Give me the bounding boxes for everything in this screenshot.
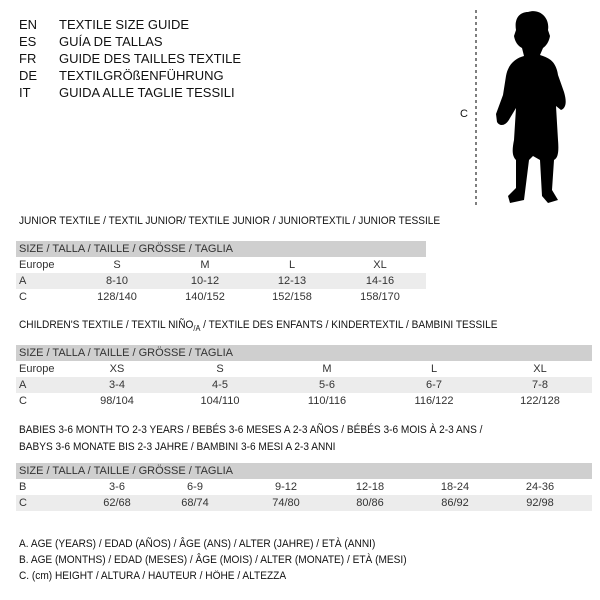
table-cell: 6-9 [187,481,203,493]
measure-label-c: C [460,108,468,120]
table-cell: M [200,259,210,271]
table-row: A 8-10 10-12 12-13 14-16 [16,273,426,289]
table-cell: L [288,259,296,271]
row-label: A [19,379,27,391]
babies-size-table: SIZE / TALLA / TAILLE / GRÖSSE / TAGLIA B… [16,463,592,511]
guide-title: GUIDE DES TAILLES TEXTILE [59,51,242,66]
table-header: SIZE / TALLA / TAILLE / GRÖSSE / TAGLIA [16,241,426,257]
guide-title: GUIDA ALLE TAGLIE TESSILI [59,85,235,100]
row-label: Europe [19,363,55,375]
table-cell: 152/158 [272,291,312,303]
table-row: C 98/104 104/110 110/116 116/122 122/128 [16,393,592,409]
table-cell: 12-13 [277,275,307,287]
junior-size-table: SIZE / TALLA / TAILLE / GRÖSSE / TAGLIA E… [16,241,426,305]
children-size-table: SIZE / TALLA / TAILLE / GRÖSSE / TAGLIA E… [16,345,592,409]
table-cell: 3-6 [109,481,125,493]
row-label: C [19,395,27,407]
table-cell: 8-10 [105,275,129,287]
table-cell: 140/152 [185,291,225,303]
lang-code: EN [19,17,38,32]
guide-title: GUÍA DE TALLAS [59,34,163,49]
table-cell: 122/128 [520,395,560,407]
children-heading: CHILDREN'S TEXTILE / TEXTIL NIÑO/A / TEX… [19,319,497,333]
legend-c: C. (cm) HEIGHT / ALTURA / HAUTEUR / HÖHE… [19,570,287,582]
table-cell: S [216,363,224,375]
table-row: B 3-6 6-9 9-12 12-18 18-24 24-36 [16,479,592,495]
table-row: C 62/68 68/74 74/80 80/86 86/92 92/98 [16,495,592,511]
table-cell: 7-8 [532,379,548,391]
children-heading-text: CHILDREN'S TEXTILE / TEXTIL NIÑO [19,319,194,331]
table-cell: 128/140 [97,291,137,303]
legend-a: A. AGE (YEARS) / EDAD (AÑOS) / ÂGE (ANS)… [19,538,376,550]
table-row: Europe S M L XL [16,257,426,273]
table-cell: XL [533,363,547,375]
table-row: C 128/140 140/152 152/158 158/170 [16,289,426,305]
table-cell: 158/170 [360,291,400,303]
table-header: SIZE / TALLA / TAILLE / GRÖSSE / TAGLIA [16,463,592,479]
table-cell: 5-6 [319,379,335,391]
table-cell: 98/104 [100,395,134,407]
lang-code: FR [19,51,37,66]
guide-title: TEXTILE SIZE GUIDE [59,17,190,32]
children-heading-rest: / TEXTILE DES ENFANTS / KINDERTEXTIL / B… [200,319,498,331]
table-cell: 24-36 [525,481,555,493]
babies-heading-1: BABIES 3-6 MONTH TO 2-3 YEARS / BEBÉS 3-… [19,424,483,436]
table-cell: 104/110 [200,395,240,407]
size-header-label: SIZE / TALLA / TAILLE / GRÖSSE / TAGLIA [19,347,233,359]
table-cell: 92/98 [526,497,554,509]
table-header: SIZE / TALLA / TAILLE / GRÖSSE / TAGLIA [16,345,592,361]
babies-heading-2: BABYS 3-6 MONATE BIS 2-3 JAHRE / BAMBINI… [19,441,336,453]
table-cell: M [322,363,332,375]
table-row: A 3-4 4-5 5-6 6-7 7-8 [16,377,592,393]
row-label: C [19,497,27,509]
table-cell: S [113,259,121,271]
row-label: Europe [19,259,55,271]
table-row: Europe XS S M L XL [16,361,592,377]
table-cell: XL [373,259,387,271]
row-label: C [19,291,27,303]
guide-title: TEXTILGRÖßENFÜHRUNG [59,68,224,83]
table-cell: 3-4 [109,379,125,391]
legend-b: B. AGE (MONTHS) / EDAD (MESES) / ÂGE (MO… [19,554,407,566]
table-cell: 6-7 [426,379,442,391]
table-cell: 62/68 [103,497,131,509]
table-cell: XS [109,363,125,375]
table-cell: 80/86 [356,497,384,509]
lang-code: IT [19,85,31,100]
row-label: B [19,481,27,493]
table-cell: 12-18 [355,481,385,493]
table-cell: 110/116 [307,395,347,407]
table-cell: 18-24 [440,481,470,493]
table-cell: 9-12 [274,481,298,493]
size-header-label: SIZE / TALLA / TAILLE / GRÖSSE / TAGLIA [19,465,233,477]
table-cell: 68/74 [181,497,209,509]
table-cell: 116/122 [414,395,454,407]
row-label: A [19,275,27,287]
lang-code: ES [19,34,37,49]
table-cell: L [430,363,438,375]
junior-heading: JUNIOR TEXTILE / TEXTIL JUNIOR/ TEXTILE … [19,215,441,227]
size-header-label: SIZE / TALLA / TAILLE / GRÖSSE / TAGLIA [19,243,233,255]
table-cell: 74/80 [272,497,300,509]
table-cell: 14-16 [365,275,395,287]
table-cell: 10-12 [190,275,220,287]
table-cell: 86/92 [441,497,469,509]
table-cell: 4-5 [212,379,228,391]
children-heading-sub: /A [193,324,201,334]
child-silhouette-figure [475,10,566,205]
child-silhouette-icon [496,11,566,203]
lang-code: DE [19,68,38,83]
